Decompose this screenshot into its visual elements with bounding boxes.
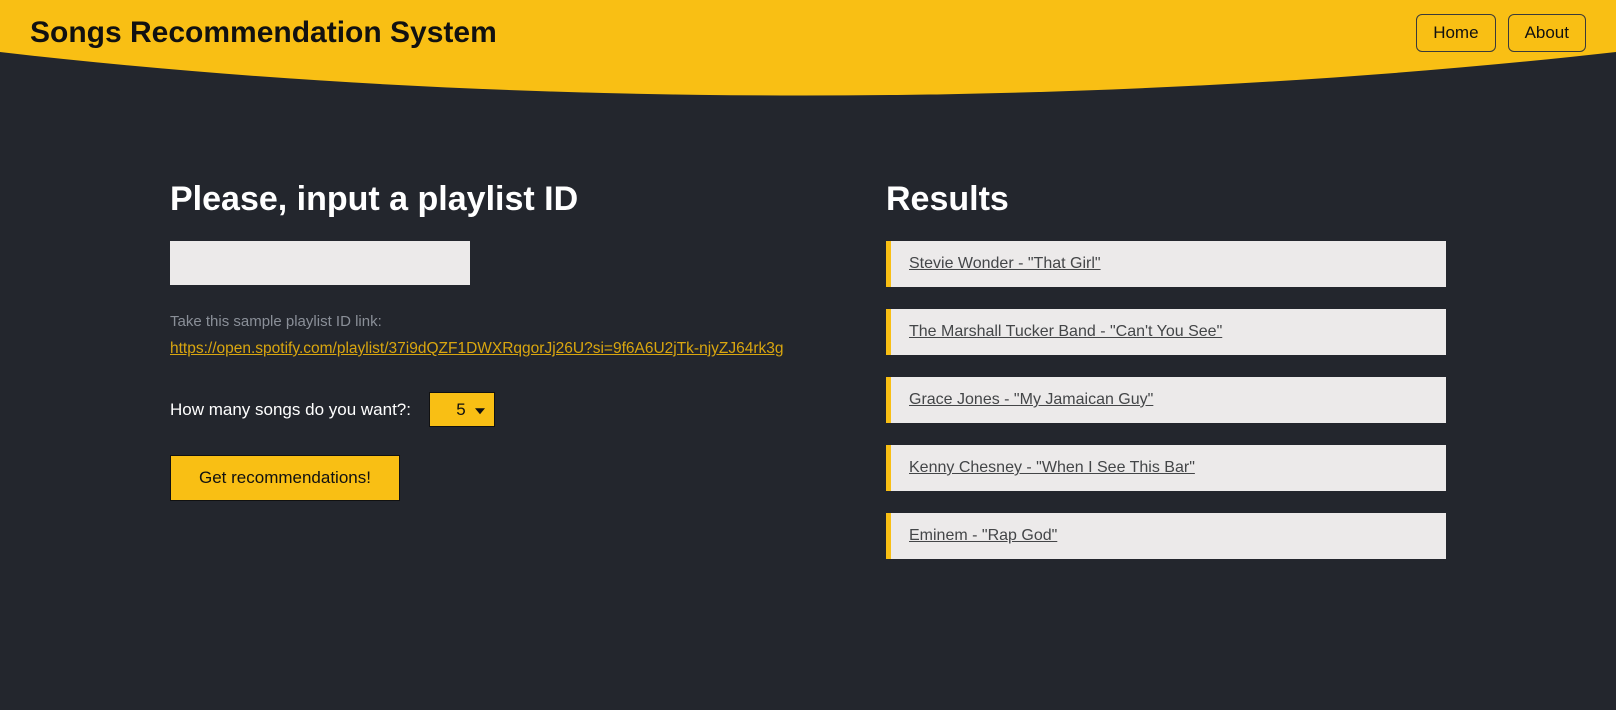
results-list: Stevie Wonder - "That Girl" The Marshall… bbox=[886, 241, 1446, 559]
song-count-select-wrap: 5 bbox=[429, 392, 495, 427]
result-link[interactable]: Grace Jones - "My Jamaican Guy" bbox=[909, 391, 1153, 408]
sample-playlist-link[interactable]: https://open.spotify.com/playlist/37i9dQ… bbox=[170, 340, 784, 358]
song-count-row: How many songs do you want?: 5 bbox=[170, 392, 826, 427]
nav-buttons: Home About bbox=[1416, 14, 1586, 52]
result-link[interactable]: Kenny Chesney - "When I See This Bar" bbox=[909, 459, 1195, 476]
results-heading: Results bbox=[886, 180, 1446, 219]
results-panel: Results Stevie Wonder - "That Girl" The … bbox=[886, 180, 1446, 559]
nav-home-button[interactable]: Home bbox=[1416, 14, 1495, 52]
main-content: Please, input a playlist ID Take this sa… bbox=[0, 100, 1616, 599]
result-item: Grace Jones - "My Jamaican Guy" bbox=[886, 377, 1446, 423]
song-count-select[interactable]: 5 bbox=[429, 392, 495, 427]
nav-about-button[interactable]: About bbox=[1508, 14, 1586, 52]
result-item: Kenny Chesney - "When I See This Bar" bbox=[886, 445, 1446, 491]
song-count-label: How many songs do you want?: bbox=[170, 400, 411, 420]
get-recommendations-button[interactable]: Get recommendations! bbox=[170, 455, 400, 501]
playlist-id-input[interactable] bbox=[170, 241, 470, 285]
sample-hint-text: Take this sample playlist ID link: bbox=[170, 313, 826, 330]
result-link[interactable]: Stevie Wonder - "That Girl" bbox=[909, 255, 1101, 272]
result-item: Stevie Wonder - "That Girl" bbox=[886, 241, 1446, 287]
input-panel: Please, input a playlist ID Take this sa… bbox=[170, 180, 826, 559]
result-link[interactable]: The Marshall Tucker Band - "Can't You Se… bbox=[909, 323, 1222, 340]
input-heading: Please, input a playlist ID bbox=[170, 180, 826, 219]
result-link[interactable]: Eminem - "Rap God" bbox=[909, 527, 1057, 544]
app-title: Songs Recommendation System bbox=[30, 16, 497, 50]
result-item: Eminem - "Rap God" bbox=[886, 513, 1446, 559]
header: Songs Recommendation System Home About bbox=[0, 0, 1616, 100]
result-item: The Marshall Tucker Band - "Can't You Se… bbox=[886, 309, 1446, 355]
